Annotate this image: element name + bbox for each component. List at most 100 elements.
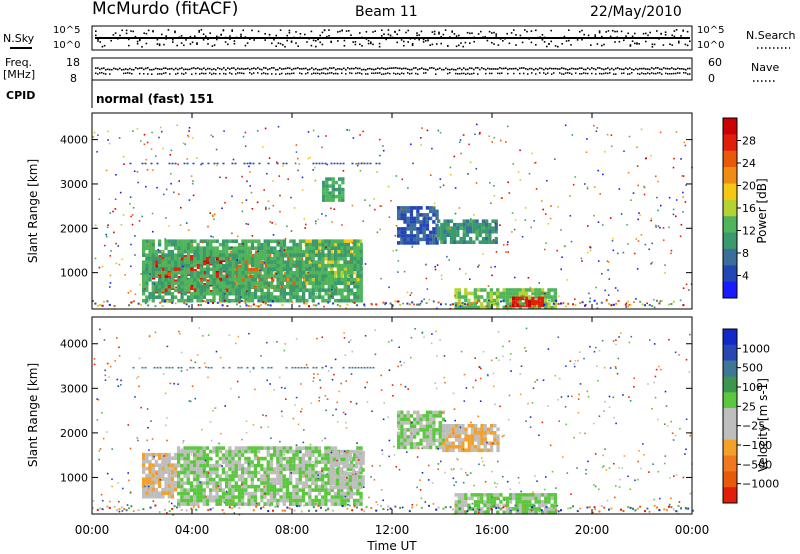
heatmap-cell [145, 459, 149, 464]
heatmap-cell [321, 502, 325, 506]
heatmap-cell [314, 449, 318, 454]
heatmap-cell [502, 305, 506, 310]
near-range-echo [536, 304, 538, 307]
heatmap-cell [164, 456, 168, 460]
heatmap-cell [318, 295, 322, 299]
heatmap-cell [355, 277, 359, 282]
heatmap-cell [489, 295, 493, 299]
scatter-echo [147, 243, 149, 245]
scatter-echo [179, 224, 182, 226]
near-range-echo [514, 304, 517, 307]
scatter-echo [527, 277, 530, 279]
nsearch-dot [543, 41, 546, 43]
heatmap-cell [317, 453, 322, 457]
scatter-echo [174, 302, 177, 305]
scatter-echo [646, 302, 648, 305]
near-range-echo [353, 301, 356, 304]
near-range-echo [262, 301, 265, 304]
nsearch-dot [502, 40, 504, 42]
heatmap-cell [266, 242, 271, 247]
heatmap-cell [438, 445, 442, 450]
heatmap-cell [295, 295, 299, 299]
scatter-echo [212, 236, 214, 238]
scatter-echo [351, 204, 354, 207]
heatmap-cell [250, 463, 254, 468]
nsearch-dot [513, 29, 515, 31]
scatter-echo [350, 259, 352, 262]
heatmap-cell [285, 477, 290, 482]
scatter-echo [196, 157, 198, 159]
nsearch-dot [433, 33, 436, 35]
scatter-echo [324, 269, 326, 271]
scatter-echo [607, 269, 609, 271]
beam-title: Beam 11 [355, 4, 418, 20]
heatmap-cell [406, 442, 410, 446]
scatter-echo [650, 217, 653, 220]
heatmap-cell [295, 249, 299, 254]
heatmap-cell [244, 263, 248, 268]
scatter-echo [98, 266, 101, 269]
heatmap-cell [196, 498, 200, 503]
heatmap-cell [212, 498, 216, 503]
heatmap-cell [286, 270, 290, 275]
freq-dot [583, 68, 585, 71]
heatmap-cell [553, 302, 557, 306]
heatmap-cell [292, 467, 296, 471]
heatmap-cell [174, 268, 178, 273]
heatmap-cell [255, 285, 259, 290]
heatmap-cell [158, 249, 162, 254]
freq-dot [339, 68, 341, 70]
heatmap-cell [180, 502, 184, 506]
heatmap-cell [317, 449, 322, 454]
scatter-echo [285, 254, 288, 256]
heatmap-cell [282, 242, 287, 247]
nsearch-dot [378, 42, 381, 45]
nsearch-dot [282, 44, 284, 46]
heatmap-cell [508, 288, 513, 292]
heatmap-cell [435, 410, 439, 415]
freq-dot [539, 67, 541, 69]
heatmap-cell [183, 249, 187, 254]
heatmap-cell [301, 474, 306, 478]
heatmap-cell [317, 263, 321, 268]
freq-dot [665, 67, 667, 70]
scatter-echo [439, 178, 442, 180]
heatmap-cell [318, 267, 322, 271]
nsearch-dot [378, 45, 381, 48]
heatmap-cell [164, 484, 168, 488]
freq-dot [149, 68, 151, 71]
heatmap-cell [154, 274, 159, 278]
heatmap-cell [321, 467, 325, 471]
nsearch-dot [656, 37, 658, 39]
scatter-echo [117, 245, 120, 247]
scatter-echo [612, 237, 614, 240]
heatmap-cell [189, 446, 194, 450]
nsearch-dot [625, 35, 627, 37]
scatter-echo [394, 234, 397, 237]
near-range-echo [480, 305, 483, 308]
heatmap-cell [269, 463, 274, 468]
scatter-echo [474, 133, 476, 136]
heatmap-cell [145, 298, 149, 303]
heatmap-cell [180, 449, 184, 454]
nsearch-dot [543, 36, 546, 39]
scatter-echo [207, 225, 209, 228]
heatmap-cell [254, 277, 258, 282]
scatter-echo [374, 208, 376, 211]
heatmap-cell [206, 246, 210, 250]
heatmap-cell [285, 498, 290, 503]
colorbar-tick-label: 12 [742, 225, 756, 238]
heatmap-cell [403, 206, 407, 210]
heatmap-cell [244, 284, 248, 289]
y-tick-label: 2000 [60, 222, 88, 235]
freq-dot [101, 67, 103, 70]
scatter-echo [107, 224, 109, 226]
far-range-echo [186, 162, 189, 165]
freq-dot [457, 67, 459, 70]
nsearch-dot [268, 33, 271, 36]
nsearch-dot [488, 30, 491, 33]
heatmap-cell [311, 467, 315, 471]
heatmap-cell [196, 484, 200, 489]
nsearch-dot [299, 36, 302, 39]
heatmap-cell [343, 502, 347, 506]
